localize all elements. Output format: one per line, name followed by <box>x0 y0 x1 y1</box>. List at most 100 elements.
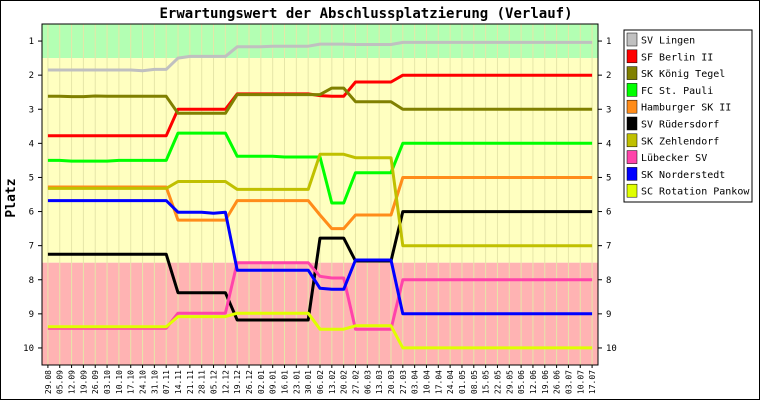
legend-box <box>623 29 753 203</box>
series-line-0 <box>47 40 593 73</box>
xtick-label-0: 29.08 <box>44 370 53 394</box>
legend-label-2: SK König Tegel <box>641 69 725 80</box>
ytick-label-right-0: 1 <box>606 37 611 47</box>
xtick-label-33: 17.04 <box>434 370 443 394</box>
xtick-label-8: 24.10 <box>139 370 148 394</box>
xtick-label-41: 12.06 <box>529 370 538 394</box>
series-line-2 <box>47 86 593 115</box>
xtick-label-5: 03.10 <box>103 370 112 394</box>
xtick-label-45: 10.07 <box>576 370 585 394</box>
xtick-label-25: 20.02 <box>340 370 349 394</box>
xtick-label-34: 24.04 <box>446 370 455 394</box>
ytick-label-right-6: 7 <box>606 242 611 252</box>
legend-label-1: SF Berlin II <box>641 52 713 63</box>
legend-swatch-2 <box>626 66 638 80</box>
xtick-label-19: 09.01 <box>269 370 278 394</box>
ytick-label-left-4: 5 <box>29 173 34 183</box>
legend-label-8: SK Norderstedt <box>641 170 725 181</box>
xtick-label-13: 28.11 <box>198 370 207 394</box>
series-line-8 <box>47 199 593 316</box>
ytick-label-left-7: 8 <box>29 276 34 286</box>
legend-swatch-9 <box>626 183 638 198</box>
xtick-label-20: 16.01 <box>281 370 290 394</box>
legend: SV Lingen SF Berlin II SK König Tegel FC St… <box>623 29 753 203</box>
xtick-label-21: 23.01 <box>292 370 301 394</box>
ytick-label-left-5: 6 <box>29 208 34 218</box>
ytick-label-right-1: 2 <box>606 71 611 81</box>
ytick-label-right-2: 3 <box>606 105 611 115</box>
xtick-label-10: 07.11 <box>162 370 171 394</box>
ytick-label-right-3: 4 <box>606 139 611 149</box>
ytick-label-left-8: 9 <box>29 310 34 320</box>
ytick-label-left-3: 4 <box>29 139 34 149</box>
xtick-label-42: 19.06 <box>541 370 550 394</box>
xtick-label-36: 08.05 <box>470 370 479 394</box>
legend-swatch-3 <box>626 83 638 97</box>
legend-label-4: Hamburger SK II <box>641 103 731 114</box>
y-ticks-right: 1 2 3 4 5 6 7 8 9 10 <box>598 37 617 354</box>
legend-label-9: SC Rotation Pankow <box>641 187 750 198</box>
series-lines <box>47 40 593 350</box>
ytick-label-left-2: 3 <box>29 105 34 115</box>
xtick-label-30: 27.03 <box>399 370 408 394</box>
xtick-label-39: 29.05 <box>505 370 514 394</box>
ytick-label-right-7: 8 <box>606 276 611 286</box>
legend-swatch-8 <box>626 167 638 181</box>
chart-title: Erwartungswert der Abschlussplatzierung … <box>159 6 572 22</box>
xtick-label-44: 03.07 <box>564 370 573 394</box>
ytick-label-left-0: 1 <box>29 37 34 47</box>
xtick-label-43: 26.06 <box>553 370 562 394</box>
xtick-label-9: 31.10 <box>150 370 159 394</box>
xtick-label-6: 10.10 <box>115 370 124 394</box>
legend-swatch-0 <box>626 32 638 47</box>
legend-label-7: Lübecker SV <box>641 153 707 164</box>
legend-label-6: SK Zehlendorf <box>641 136 719 147</box>
xtick-label-1: 05.09 <box>56 370 65 394</box>
ytick-label-left-1: 2 <box>29 71 34 81</box>
legend-swatch-5 <box>626 116 638 131</box>
xtick-label-26: 27.02 <box>351 370 360 394</box>
xtick-label-40: 05.06 <box>517 370 526 394</box>
xtick-label-24: 13.02 <box>328 370 337 394</box>
xtick-label-46: 17.07 <box>588 370 597 394</box>
xtick-label-15: 12.12 <box>221 370 230 394</box>
xtick-label-11: 14.11 <box>174 370 183 394</box>
ytick-label-right-5: 6 <box>606 208 611 218</box>
xtick-label-12: 21.11 <box>186 370 195 394</box>
xtick-label-17: 26.12 <box>245 370 254 394</box>
xtick-label-31: 03.04 <box>411 370 420 394</box>
legend-label-5: SV Rüdersdorf <box>641 120 719 131</box>
xtick-label-18: 02.01 <box>257 370 266 394</box>
xtick-label-7: 17.10 <box>127 370 136 394</box>
xtick-label-14: 05.12 <box>210 370 219 394</box>
x-ticks: 29.08 05.09 12.09 19.09 26.09 03.10 10.10 17.10… <box>44 365 597 394</box>
xtick-label-32: 10.04 <box>422 370 431 394</box>
series-line-9 <box>47 311 593 350</box>
legend-swatch-1 <box>626 49 638 64</box>
series-line-6 <box>47 152 593 248</box>
legend-swatch-4 <box>626 99 638 114</box>
ytick-label-right-8: 9 <box>606 310 611 320</box>
legend-swatch-7 <box>626 150 638 164</box>
legend-swatch-6 <box>626 133 638 148</box>
xtick-label-27: 06.03 <box>363 370 372 394</box>
y-axis-label: Platz <box>4 178 19 217</box>
ytick-label-left-6: 7 <box>29 242 34 252</box>
gridlines <box>47 24 593 365</box>
legend-label-0: SV Lingen <box>641 36 695 47</box>
y-ticks-left: 1 2 3 4 5 6 7 8 9 10 <box>23 37 42 354</box>
series-line-5 <box>47 210 593 322</box>
xtick-label-2: 12.09 <box>68 370 77 394</box>
ytick-label-left-9: 10 <box>23 344 34 354</box>
xtick-label-35: 01.05 <box>458 370 467 394</box>
legend-label-3: FC St. Pauli <box>641 86 713 97</box>
xtick-label-4: 26.09 <box>91 370 100 394</box>
xtick-label-29: 20.03 <box>387 370 396 394</box>
ytick-label-right-4: 5 <box>606 173 611 183</box>
xtick-label-3: 19.09 <box>79 370 88 394</box>
xtick-label-38: 22.05 <box>493 370 502 394</box>
xtick-label-28: 13.03 <box>375 370 384 394</box>
ytick-label-right-9: 10 <box>606 344 617 354</box>
